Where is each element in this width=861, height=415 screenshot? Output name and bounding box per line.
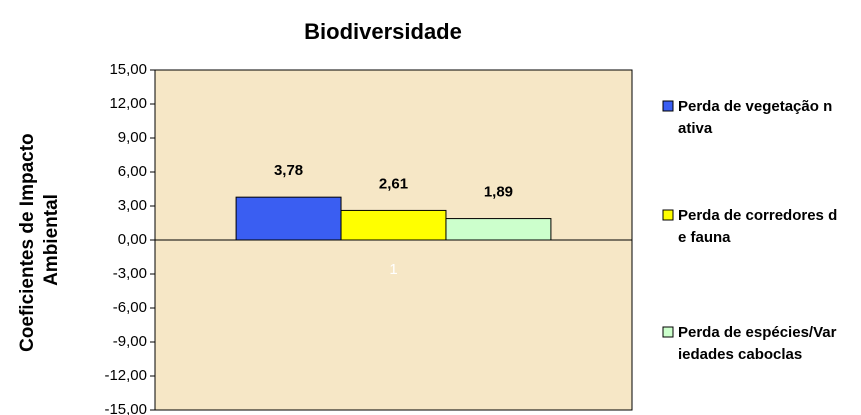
y-tick-label: 15,00 <box>109 61 147 78</box>
y-tick-label: -12,00 <box>104 367 147 384</box>
y-tick-label: 12,00 <box>109 95 147 112</box>
y-tick-label: 3,00 <box>118 197 147 214</box>
y-axis-label-line: Ambiental <box>41 194 62 286</box>
y-tick-label: -3,00 <box>113 265 147 282</box>
bar <box>235 196 342 241</box>
bar <box>445 218 552 241</box>
y-tick-label: 0,00 <box>118 231 147 248</box>
y-tick-label: -15,00 <box>104 401 147 415</box>
data-label: 1,89 <box>484 184 513 201</box>
legend-label: Perda de corredores de fauna <box>678 207 838 246</box>
y-tick-label: -6,00 <box>113 299 147 316</box>
legend-swatch <box>662 209 674 221</box>
y-tick-label: 6,00 <box>118 163 147 180</box>
y-tick-label: -9,00 <box>113 333 147 350</box>
y-axis-label-line: Coeficientes de Impacto <box>17 133 38 352</box>
legend-label: Perda de espécies/Variedades caboclas <box>678 324 837 363</box>
chart-title: Biodiversidade <box>304 19 462 44</box>
data-label: 2,61 <box>379 175 408 192</box>
y-axis-label: Coeficientes de Impacto Ambiental <box>17 128 62 352</box>
legend-label: Perda de vegetação nativa <box>678 98 833 137</box>
y-tick-label: 9,00 <box>118 129 147 146</box>
bar <box>340 209 447 241</box>
legend-swatch <box>662 326 674 338</box>
legend-swatch <box>662 100 674 112</box>
data-label: 3,78 <box>274 162 303 179</box>
x-tick-label: 1 <box>389 261 397 278</box>
